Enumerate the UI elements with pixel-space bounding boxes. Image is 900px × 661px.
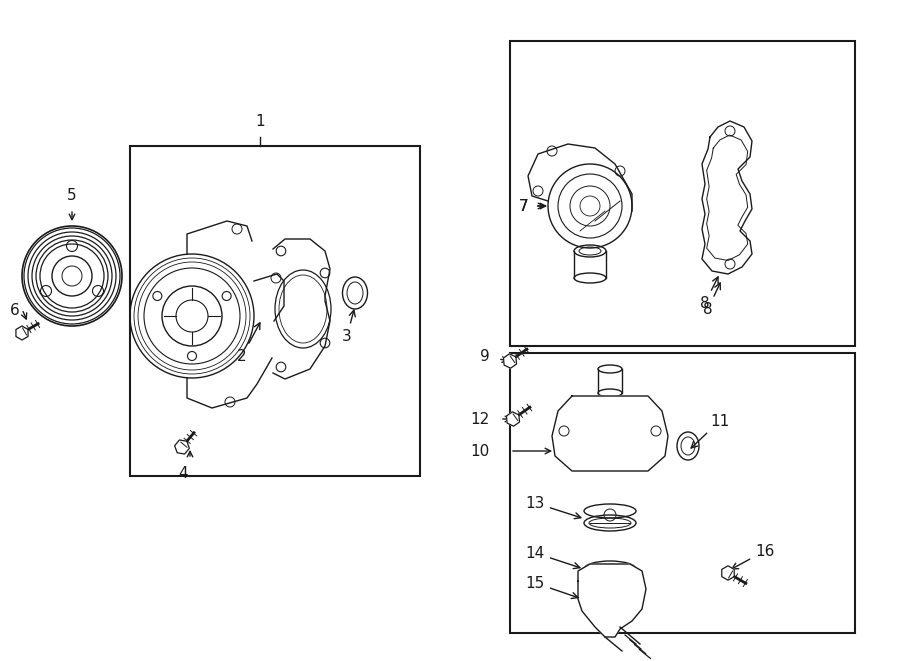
Text: 8: 8	[703, 283, 720, 317]
Text: 1: 1	[256, 114, 265, 129]
Text: 3: 3	[342, 310, 356, 344]
Text: 11: 11	[691, 414, 729, 448]
Polygon shape	[16, 326, 28, 340]
Polygon shape	[722, 566, 734, 580]
Polygon shape	[503, 354, 517, 368]
Text: 7: 7	[518, 198, 528, 214]
Text: 14: 14	[526, 545, 580, 568]
Text: 9: 9	[481, 348, 490, 364]
Text: 4: 4	[178, 466, 188, 481]
Polygon shape	[507, 412, 519, 426]
Text: 6: 6	[10, 303, 20, 318]
Polygon shape	[578, 564, 646, 637]
Bar	[130, 146, 420, 476]
Text: 13: 13	[526, 496, 581, 519]
Text: 8: 8	[700, 277, 718, 311]
Text: 16: 16	[732, 543, 774, 569]
Bar	[510, 41, 855, 346]
Text: 5: 5	[68, 188, 76, 203]
Polygon shape	[552, 396, 668, 471]
Text: 12: 12	[471, 412, 490, 426]
Polygon shape	[175, 440, 189, 454]
Text: 2: 2	[238, 323, 260, 364]
Text: 10: 10	[471, 444, 490, 459]
Text: 15: 15	[526, 576, 578, 598]
Text: 7: 7	[518, 198, 528, 214]
Bar	[510, 353, 855, 633]
